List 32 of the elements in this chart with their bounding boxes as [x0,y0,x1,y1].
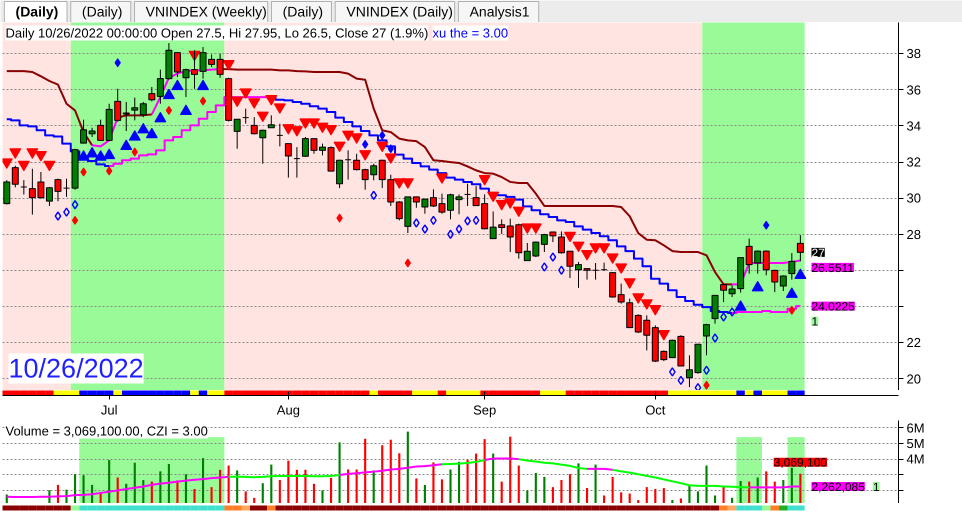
text: VNINDEX (Daily) [346,4,453,20]
y-tick-label: 28 [906,226,921,242]
text: VNINDEX (Weekly) [146,4,267,20]
data-label: 2,262,085 [811,480,866,494]
chart-subtitle: xu the = 3.00 [432,26,508,40]
y-tick-label: 20 [906,371,921,386]
text: (Daily) [16,4,58,20]
annotation: 10/26/2022 [8,354,144,384]
y-tick-label: 4M [906,452,925,467]
annotation: 1 [811,314,818,329]
chart-title: Volume = 3,069,100.00, CZI = 3.00 [6,424,208,438]
x-tick-label: Oct [645,402,666,418]
y-tick-label: 34 [906,118,921,134]
text: (Daily) [82,4,122,20]
y-tick-label: 22 [906,335,921,350]
y-tick-label: 5M [906,436,925,451]
y-tick-label: 38 [906,46,921,62]
data-label: 24.0225 [811,300,856,314]
y-tick-label: 6M [906,420,925,436]
annotation: 27 [811,246,826,260]
y-tick-label: 36 [906,82,921,98]
annotation: 1 [872,480,880,494]
y-tick-label: 32 [906,154,921,170]
data-label: 3,069,100 [774,456,828,470]
y-tick-label: 30 [906,190,921,206]
x-tick-label: Jul [100,402,118,418]
chart-title: Daily 10/26/2022 00:00:00 Open 27.5, Hi 27.95, Lo 26.5, Close 27 (1.9%) [6,26,428,40]
x-tick-label: Sep [473,402,496,418]
text: Analysis1 [470,4,530,20]
data-label: 26.5511 [811,260,854,275]
text: (Daily) [282,4,324,20]
x-tick-label: Aug [276,402,300,418]
